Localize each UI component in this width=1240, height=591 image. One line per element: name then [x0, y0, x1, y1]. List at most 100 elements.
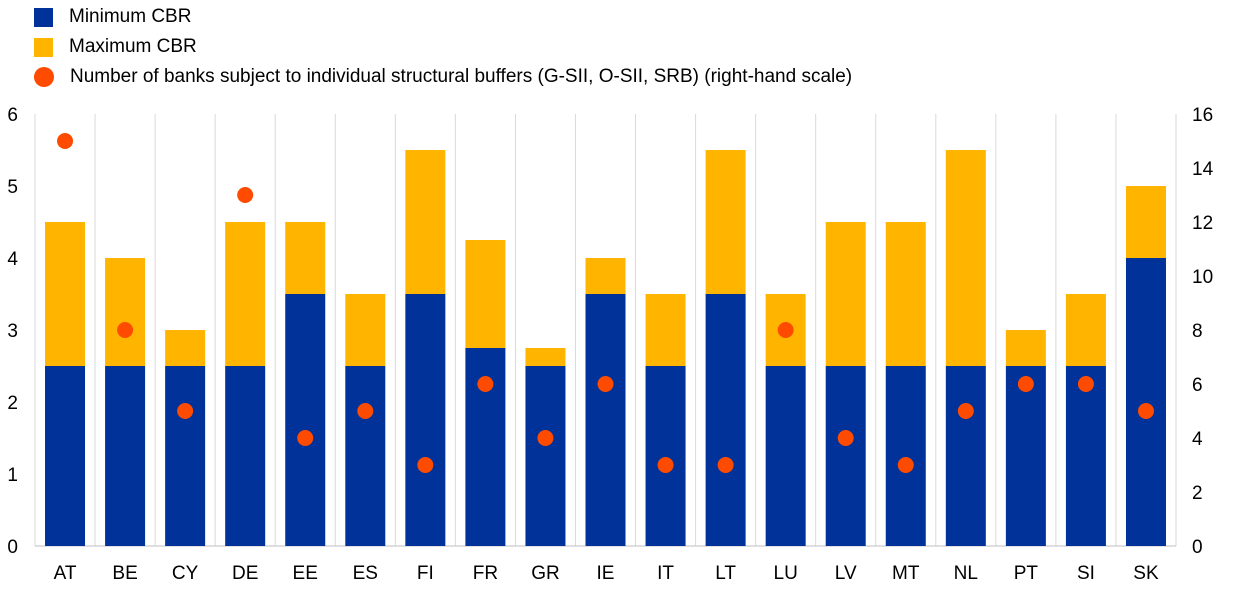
- bar-max-be: [105, 258, 146, 366]
- x-tick-label-lt: LT: [715, 563, 736, 584]
- bar-max-ee: [285, 222, 326, 294]
- x-tick-label-it: IT: [657, 563, 674, 584]
- legend-label-banks: Number of banks subject to individual st…: [70, 66, 853, 87]
- dot-banks-lu: [777, 322, 794, 338]
- dot-banks-es: [357, 403, 374, 419]
- dot-banks-lv: [837, 430, 854, 446]
- x-tick-label-ie: IE: [597, 563, 615, 584]
- dot-banks-sk: [1137, 403, 1154, 419]
- x-tick-label-fi: FI: [417, 563, 434, 584]
- x-tick-label-be: BE: [112, 563, 137, 584]
- y-left-tick-label: 5: [7, 177, 18, 198]
- bar-min-at: [45, 366, 86, 546]
- legend: Minimum CBR Maximum CBR Number of banks …: [34, 2, 852, 92]
- x-tick-label-lu: LU: [774, 563, 798, 584]
- bar-max-cy: [165, 330, 206, 366]
- x-tick-label-es: ES: [353, 563, 378, 584]
- y-left-tick-label: 4: [7, 249, 18, 270]
- x-tick-label-lv: LV: [835, 563, 857, 584]
- bar-max-de: [225, 222, 266, 366]
- legend-swatch-banks: [34, 67, 54, 87]
- x-tick-label-fr: FR: [473, 563, 498, 584]
- x-tick-label-mt: MT: [892, 563, 920, 584]
- y-right-tick-label: 2: [1192, 483, 1203, 504]
- dot-banks-si: [1077, 376, 1094, 392]
- x-tick-label-ee: EE: [293, 563, 318, 584]
- legend-item-maximum-cbr: Maximum CBR: [34, 32, 852, 62]
- bar-min-lu: [765, 366, 806, 546]
- legend-item-minimum-cbr: Minimum CBR: [34, 2, 852, 32]
- bar-min-ie: [585, 294, 626, 546]
- dot-banks-at: [57, 133, 74, 149]
- bar-min-es: [345, 366, 386, 546]
- x-tick-label-gr: GR: [531, 563, 560, 584]
- bar-min-mt: [885, 366, 926, 546]
- bar-max-nl: [945, 150, 986, 366]
- y-left-tick-label: 3: [7, 321, 18, 342]
- bar-min-be: [105, 366, 146, 546]
- y-right-tick-label: 0: [1192, 537, 1203, 558]
- bar-max-gr: [525, 348, 566, 366]
- dot-banks-ie: [597, 376, 614, 392]
- x-tick-label-sk: SK: [1133, 563, 1159, 584]
- bars: [45, 150, 1166, 546]
- bar-min-si: [1065, 366, 1106, 546]
- legend-swatch-min: [34, 7, 53, 27]
- bar-min-lv: [825, 366, 866, 546]
- bar-max-es: [345, 294, 386, 366]
- axes: AT BE CY DE EE ES FI FR GR IE IT LT LU LV MT NL PT SI SK 0 1…: [7, 105, 1213, 584]
- bar-min-fi: [405, 294, 446, 546]
- dot-banks-fi: [417, 457, 434, 473]
- x-tick-label-at: AT: [54, 563, 77, 584]
- dot-banks-pt: [1017, 376, 1034, 392]
- bar-max-ie: [585, 258, 626, 294]
- bank-dots: [57, 133, 1154, 473]
- dot-banks-ee: [297, 430, 314, 446]
- dot-banks-fr: [477, 376, 494, 392]
- dot-banks-de: [237, 187, 254, 203]
- legend-label-min: Minimum CBR: [69, 6, 192, 27]
- bar-min-lt: [705, 294, 746, 546]
- y-right-tick-label: 4: [1192, 429, 1203, 450]
- x-tick-label-nl: NL: [954, 563, 978, 584]
- dot-banks-nl: [957, 403, 974, 419]
- bar-min-nl: [945, 366, 986, 546]
- dot-banks-cy: [177, 403, 194, 419]
- x-tick-label-si: SI: [1077, 563, 1095, 584]
- bar-min-pt: [1005, 366, 1046, 546]
- bar-max-lv: [825, 222, 866, 366]
- bar-min-ee: [285, 294, 326, 546]
- x-tick-label-cy: CY: [172, 563, 199, 584]
- y-right-tick-label: 10: [1192, 267, 1213, 288]
- bar-max-fi: [405, 150, 446, 294]
- x-tick-label-de: DE: [232, 563, 258, 584]
- y-right-tick-label: 8: [1192, 321, 1203, 342]
- bar-max-si: [1065, 294, 1106, 366]
- bar-min-de: [225, 366, 266, 546]
- bar-min-gr: [525, 366, 566, 546]
- y-left-tick-label: 0: [7, 537, 18, 558]
- bar-max-at: [45, 222, 86, 366]
- bar-max-fr: [465, 240, 506, 348]
- legend-label-max: Maximum CBR: [69, 36, 197, 57]
- y-left-tick-label: 2: [7, 393, 18, 414]
- y-right-tick-label: 6: [1192, 375, 1203, 396]
- y-left-tick-label: 1: [7, 465, 18, 486]
- bar-max-sk: [1125, 186, 1166, 258]
- dot-banks-mt: [897, 457, 914, 473]
- y-right-tick-label: 12: [1192, 213, 1213, 234]
- bar-max-mt: [885, 222, 926, 366]
- y-right-tick-label: 14: [1192, 159, 1214, 180]
- bar-max-lt: [705, 150, 746, 294]
- dot-banks-lt: [717, 457, 734, 473]
- dot-banks-gr: [537, 430, 554, 446]
- legend-item-banks: Number of banks subject to individual st…: [34, 62, 852, 92]
- dot-banks-it: [657, 457, 674, 473]
- y-left-tick-label: 6: [7, 105, 18, 126]
- y-right-tick-label: 16: [1192, 105, 1213, 126]
- x-tick-label-pt: PT: [1014, 563, 1039, 584]
- bar-min-sk: [1125, 258, 1166, 546]
- dot-banks-be: [117, 322, 134, 338]
- bar-min-cy: [165, 366, 206, 546]
